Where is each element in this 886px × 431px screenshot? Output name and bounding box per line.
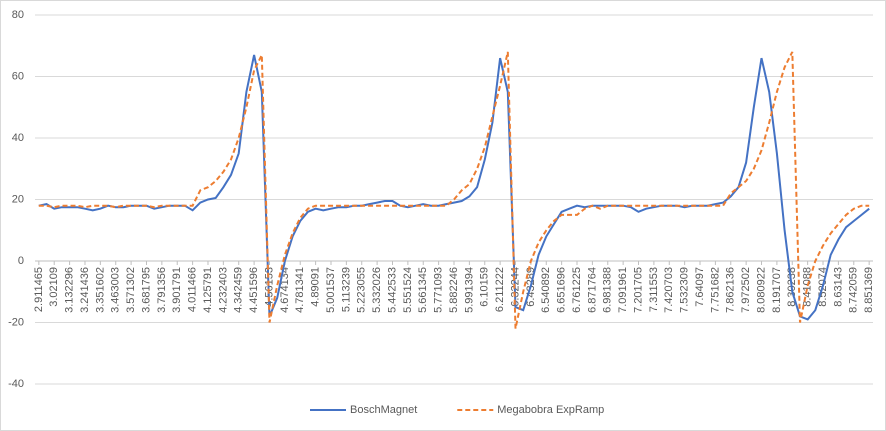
x-tick-label: 3.132296 xyxy=(64,267,76,313)
y-tick-label: -20 xyxy=(8,316,24,328)
x-tick-label: 7.420703 xyxy=(663,267,675,313)
x-tick-label: 4.451596 xyxy=(248,267,260,313)
x-tick-label: 5.882246 xyxy=(448,267,460,313)
x-tick-label: 6.871764 xyxy=(586,267,598,313)
x-tick-label: 4.781341 xyxy=(294,267,306,313)
y-tick-label: 40 xyxy=(12,132,24,144)
x-tick-label: 5.442533 xyxy=(386,267,398,313)
x-tick-label: 7.862136 xyxy=(725,267,737,313)
x-tick-label: 7.532309 xyxy=(679,267,691,313)
y-tick-label: 20 xyxy=(12,193,24,205)
x-tick-label: 7.311553 xyxy=(648,267,660,312)
x-tick-label: 5.991394 xyxy=(463,267,475,313)
x-tick-label: 8.41088 xyxy=(802,267,814,307)
x-tick-label: 6.211222 xyxy=(494,267,506,312)
x-tick-label: 7.091961 xyxy=(617,267,629,313)
legend-label: BoschMagnet xyxy=(350,404,417,416)
x-tick-label: 5.551524 xyxy=(402,267,414,313)
legend-label: Megabobra ExpRamp xyxy=(497,404,604,416)
x-tick-label: 7.751682 xyxy=(709,267,721,313)
x-tick-label: 3.791356 xyxy=(156,267,168,313)
x-tick-label: 3.463003 xyxy=(110,267,122,313)
x-tick-label: 4.89091 xyxy=(310,267,322,307)
y-tick-label: 0 xyxy=(18,255,24,267)
x-tick-label: 4.232403 xyxy=(217,267,229,313)
x-tick-label: 6.761225 xyxy=(571,267,583,313)
x-tick-label: 4.011466 xyxy=(187,267,199,312)
x-tick-label: 4.125791 xyxy=(202,267,214,313)
x-tick-label: 5.771093 xyxy=(433,267,445,313)
x-tick-label: 3.351602 xyxy=(94,267,106,313)
x-tick-label: 3.901791 xyxy=(171,267,183,313)
x-tick-label: 6.981388 xyxy=(602,267,614,313)
x-tick-label: 8.742059 xyxy=(848,267,860,313)
y-tick-label: -40 xyxy=(8,378,24,390)
x-tick-label: 8.191707 xyxy=(771,267,783,313)
y-tick-label: 60 xyxy=(12,70,24,82)
x-tick-label: 5.113239 xyxy=(340,267,352,312)
series-line xyxy=(38,51,870,329)
x-tick-label: 2.911465 xyxy=(33,267,45,312)
x-tick-label: 7.972502 xyxy=(740,267,752,313)
x-tick-label: 3.241436 xyxy=(79,267,91,313)
x-tick-label: 6.10159 xyxy=(479,267,491,307)
x-tick-label: 8.080922 xyxy=(755,267,767,313)
x-tick-label: 6.651696 xyxy=(556,267,568,313)
x-tick-label: 6.540892 xyxy=(540,267,552,313)
x-tick-label: 7.64097 xyxy=(694,267,706,307)
x-tick-label: 5.223055 xyxy=(356,267,368,313)
x-tick-label: 8.63143 xyxy=(832,267,844,307)
x-tick-label: 5.001537 xyxy=(325,267,337,313)
x-tick-label: 3.02109 xyxy=(48,267,60,307)
x-tick-label: 5.332026 xyxy=(371,267,383,313)
x-tick-label: 4.342459 xyxy=(233,267,245,313)
y-tick-label: 80 xyxy=(12,9,24,21)
x-tick-label: 3.681795 xyxy=(140,267,152,313)
x-tick-label: 5.661345 xyxy=(417,267,429,313)
x-tick-label: 3.571302 xyxy=(125,267,137,313)
x-tick-label: 8.851369 xyxy=(863,267,875,313)
x-tick-label: 7.201705 xyxy=(632,267,644,313)
